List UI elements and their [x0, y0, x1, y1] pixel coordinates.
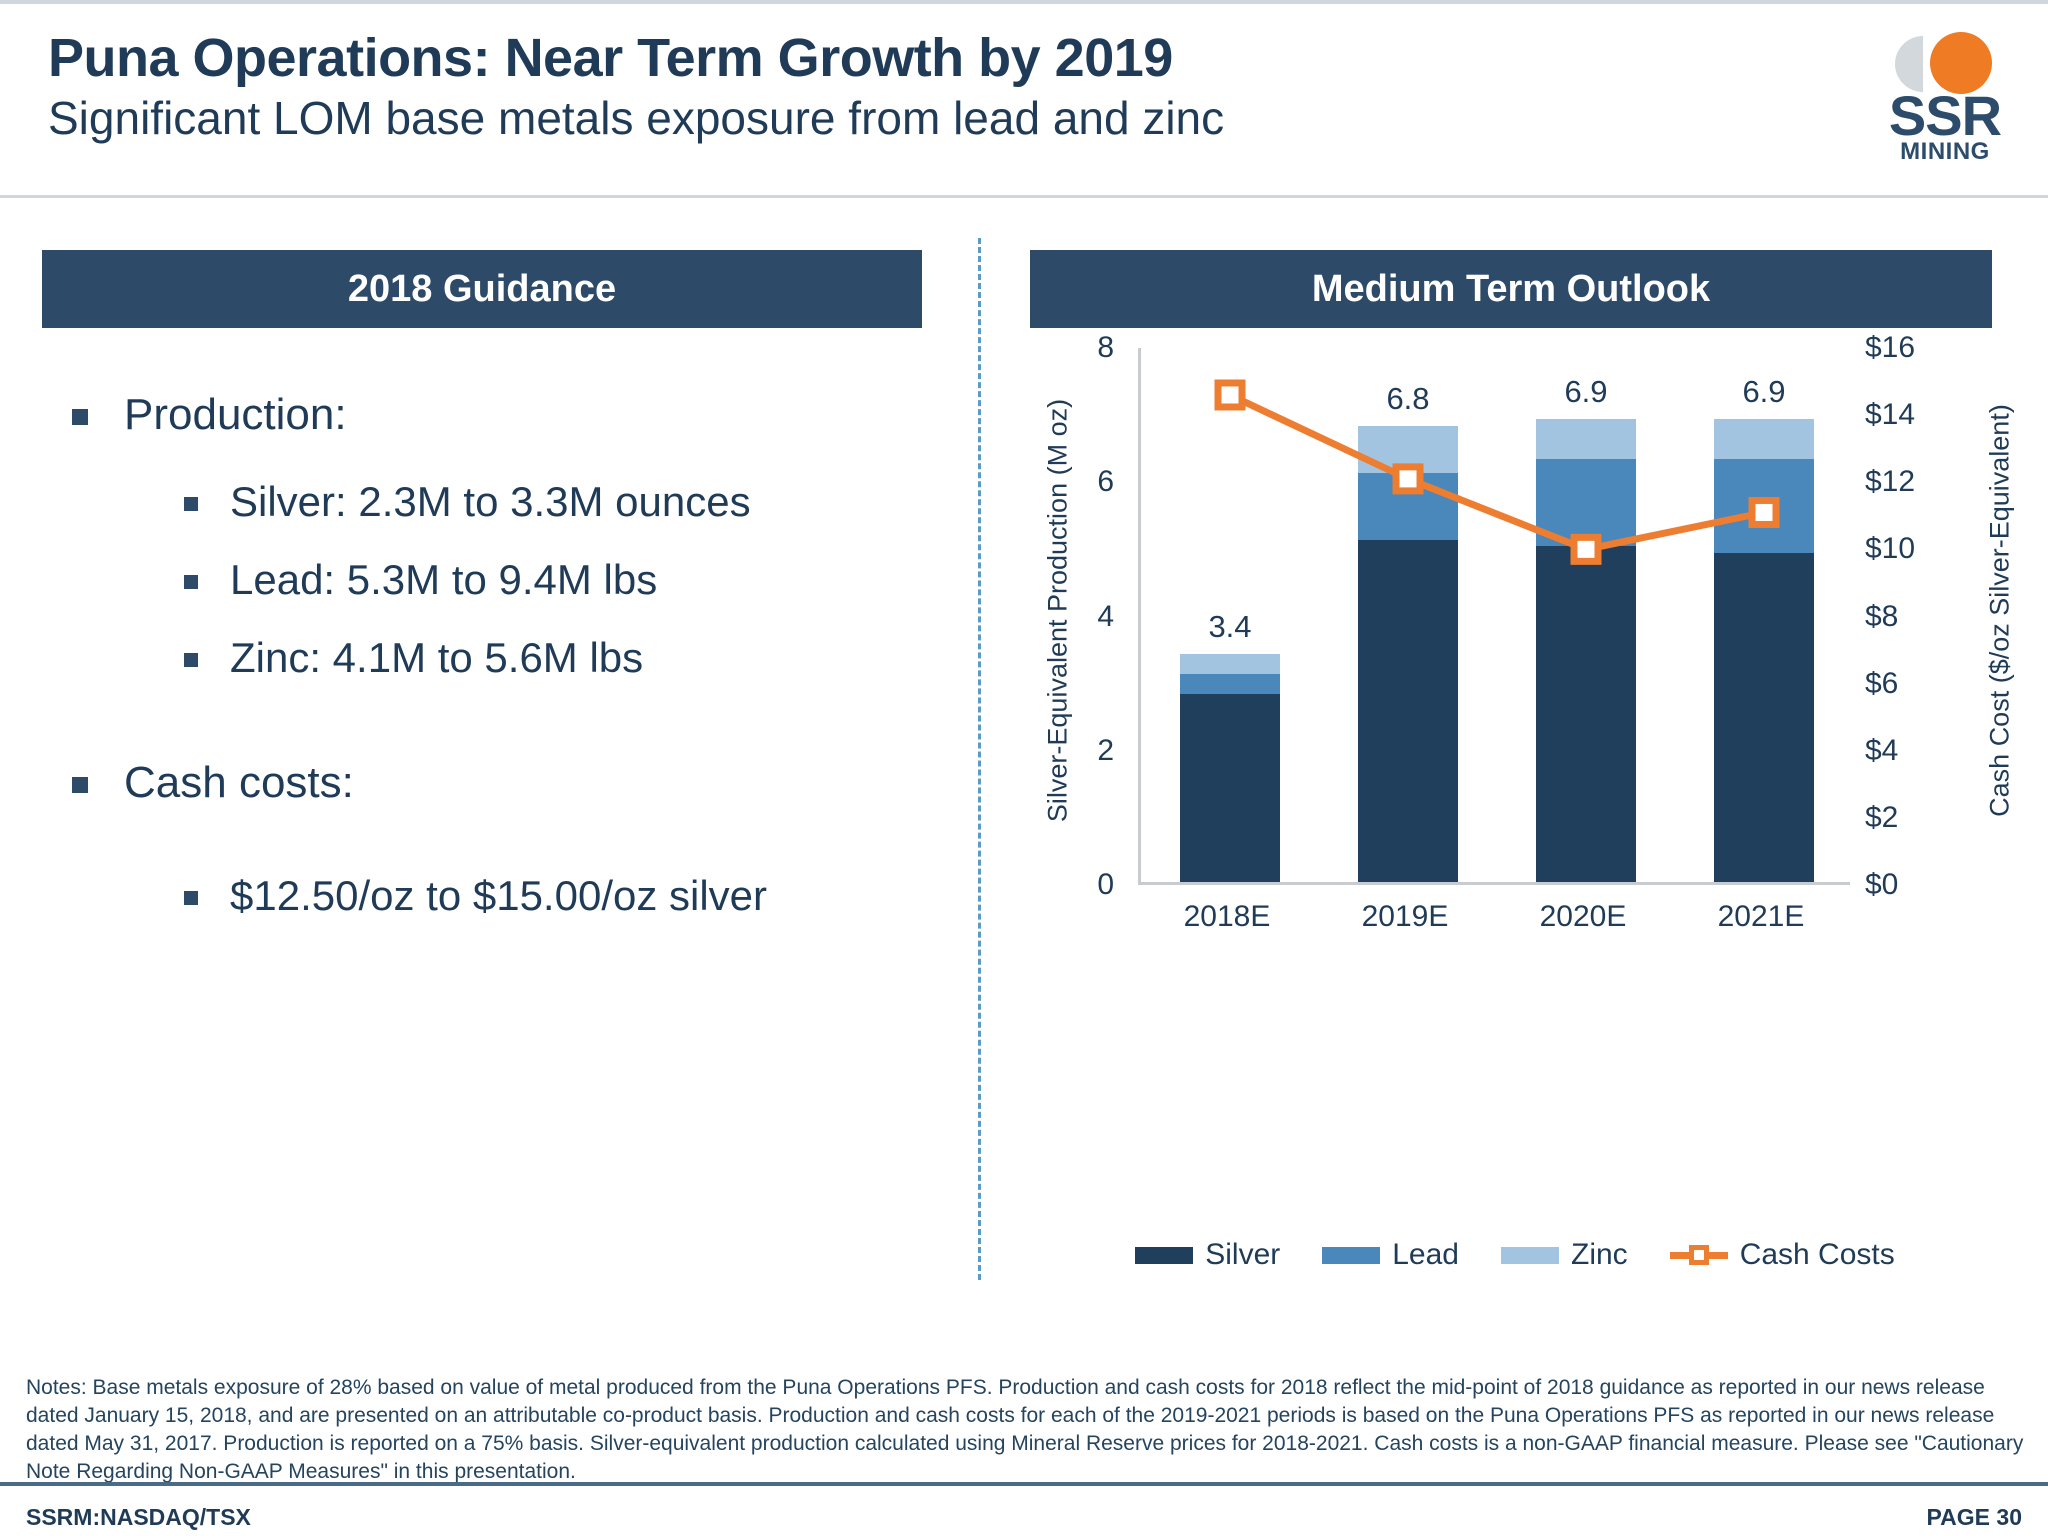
page-subtitle: Significant LOM base metals exposure fro…: [48, 92, 1225, 145]
bar-total-label: 6.9: [1742, 373, 1786, 409]
bullet-text: Silver: 2.3M to 3.3M ounces: [230, 478, 751, 525]
bullet-text: $12.50/oz to $15.00/oz silver: [230, 872, 768, 919]
legend-item-cash-costs: Cash Costs: [1669, 1238, 1895, 1272]
x-axis-label-2019e: 2019E: [1361, 900, 1449, 933]
footer-ticker: SSRM:NASDAQ/TSX: [26, 1504, 251, 1530]
legend-item-silver: Silver: [1135, 1238, 1280, 1272]
y-tick-right: $0: [1865, 868, 1899, 901]
y-tick-right: $10: [1865, 532, 1916, 566]
ssr-mining-logo: SSR MINING: [1870, 28, 2020, 166]
y-tick-right: $4: [1865, 733, 1899, 767]
bullet-production-zinc: Zinc: 4.1M to 5.6M lbs: [60, 634, 960, 682]
y-tick-right: $16: [1865, 331, 1916, 364]
square-bullet-icon: [72, 409, 88, 425]
legend-item-zinc: Zinc: [1501, 1238, 1628, 1272]
bullet-text: Zinc: 4.1M to 5.6M lbs: [230, 634, 644, 681]
bar-segment-zinc: [1536, 418, 1636, 460]
x-axis-label-2018e: 2018E: [1183, 900, 1271, 933]
x-axis-label-2021e: 2021E: [1717, 900, 1805, 933]
bar-segment-lead: [1536, 459, 1636, 547]
square-bullet-icon: [184, 497, 198, 511]
bar-segment-silver: [1358, 539, 1458, 882]
plot-area: 3.4 6.8 6.9 6.9: [1138, 348, 1850, 885]
cash-cost-marker-2019e: [1392, 463, 1424, 495]
bar-segment-silver: [1180, 694, 1280, 882]
square-bullet-icon: [184, 575, 198, 589]
slide-footer: SSRM:NASDAQ/TSX PAGE 30: [0, 1482, 2048, 1536]
bar-group: 3.4: [1180, 611, 1280, 882]
y-tick-right: $6: [1865, 666, 1899, 700]
bullet-text: Cash costs:: [124, 758, 354, 807]
legend-swatch-icon: [1501, 1246, 1559, 1264]
guidance-list: Production: Silver: 2.3M to 3.3M ounces …: [60, 390, 960, 950]
square-bullet-icon: [72, 777, 88, 793]
y-tick-left: 4: [1097, 599, 1114, 633]
cash-costs-line-series: [1214, 379, 1780, 565]
page-title: Puna Operations: Near Term Growth by 201…: [48, 28, 1173, 88]
legend-label: Cash Costs: [1739, 1238, 1895, 1271]
bar-segment-silver: [1714, 553, 1814, 882]
spacer: [60, 826, 960, 872]
legend-label: Silver: [1205, 1238, 1281, 1271]
legend-label: Zinc: [1571, 1238, 1628, 1271]
left-panel-title: 2018 Guidance: [42, 250, 922, 328]
orange-circle-icon: [1930, 32, 1992, 94]
bullet-cash-costs-heading: Cash costs:: [60, 758, 960, 808]
y-tick-right: $8: [1865, 599, 1899, 633]
bar-total-label: 3.4: [1208, 608, 1252, 644]
legend-item-lead: Lead: [1322, 1238, 1459, 1272]
bullet-text: Production:: [124, 390, 347, 439]
square-bullet-icon: [184, 653, 198, 667]
cash-cost-marker-2018e: [1214, 379, 1246, 411]
logo-tagline-text: MINING: [1900, 138, 1990, 165]
square-bullet-icon: [184, 891, 198, 905]
bar-group: 6.8: [1358, 383, 1458, 882]
right-panel-title: Medium Term Outlook: [1030, 250, 1992, 328]
production-cash-cost-chart: Silver-Equivalent Production (M oz) Cash…: [1020, 333, 2015, 960]
y-tick-left: 8: [1097, 331, 1114, 364]
panel-divider: [978, 238, 981, 1280]
bullet-production-silver: Silver: 2.3M to 3.3M ounces: [60, 478, 960, 526]
cash-cost-marker-2020e: [1570, 533, 1602, 565]
spacer: [60, 458, 960, 478]
bar-total-label: 6.9: [1564, 373, 1608, 409]
cash-costs-markers: [1214, 379, 1780, 565]
cash-cost-marker-2021e: [1748, 496, 1780, 528]
legend-swatch-icon: [1322, 1246, 1381, 1264]
title-block: Puna Operations: Near Term Growth by 201…: [48, 28, 1225, 145]
footer-page-number: PAGE 30: [1926, 1504, 2022, 1530]
y-axis-right-title: Cash Cost ($/oz Silver-Equivalent): [1984, 404, 2015, 817]
legend-label: Lead: [1392, 1238, 1459, 1271]
chart-legend: Silver Lead Zinc Cash Costs: [1020, 1238, 2010, 1272]
bullet-production-heading: Production:: [60, 390, 960, 440]
x-axis-label-2020e: 2020E: [1539, 900, 1627, 933]
bar-segment-silver: [1536, 546, 1636, 882]
y-tick-left: 0: [1097, 868, 1114, 901]
bar-group: 6.9: [1536, 376, 1636, 882]
y-tick-left: 6: [1097, 465, 1114, 499]
legend-swatch-icon: [1135, 1246, 1194, 1264]
slide-header: Puna Operations: Near Term Growth by 201…: [0, 0, 2048, 198]
bullet-text: Lead: 5.3M to 9.4M lbs: [230, 556, 658, 603]
y-tick-right: $2: [1865, 800, 1899, 834]
logo-brand-text: SSR: [1888, 84, 2002, 147]
bar-segment-lead: [1180, 673, 1280, 695]
bullet-production-lead: Lead: 5.3M to 9.4M lbs: [60, 556, 960, 604]
spacer: [60, 712, 960, 758]
cash-costs-polyline: [1226, 391, 1768, 553]
bar-segment-zinc: [1714, 418, 1814, 460]
bar-total-label: 6.8: [1386, 380, 1430, 416]
bar-segment-zinc: [1180, 653, 1280, 674]
y-tick-right: $12: [1865, 465, 1916, 499]
legend-line-icon: [1669, 1245, 1728, 1265]
y-tick-right: $14: [1865, 398, 1916, 432]
footnotes: Notes: Base metals exposure of 28% based…: [26, 1376, 2024, 1484]
y-tick-left: 2: [1097, 733, 1114, 767]
bullet-cash-costs-range: $12.50/oz to $15.00/oz silver: [60, 872, 960, 920]
